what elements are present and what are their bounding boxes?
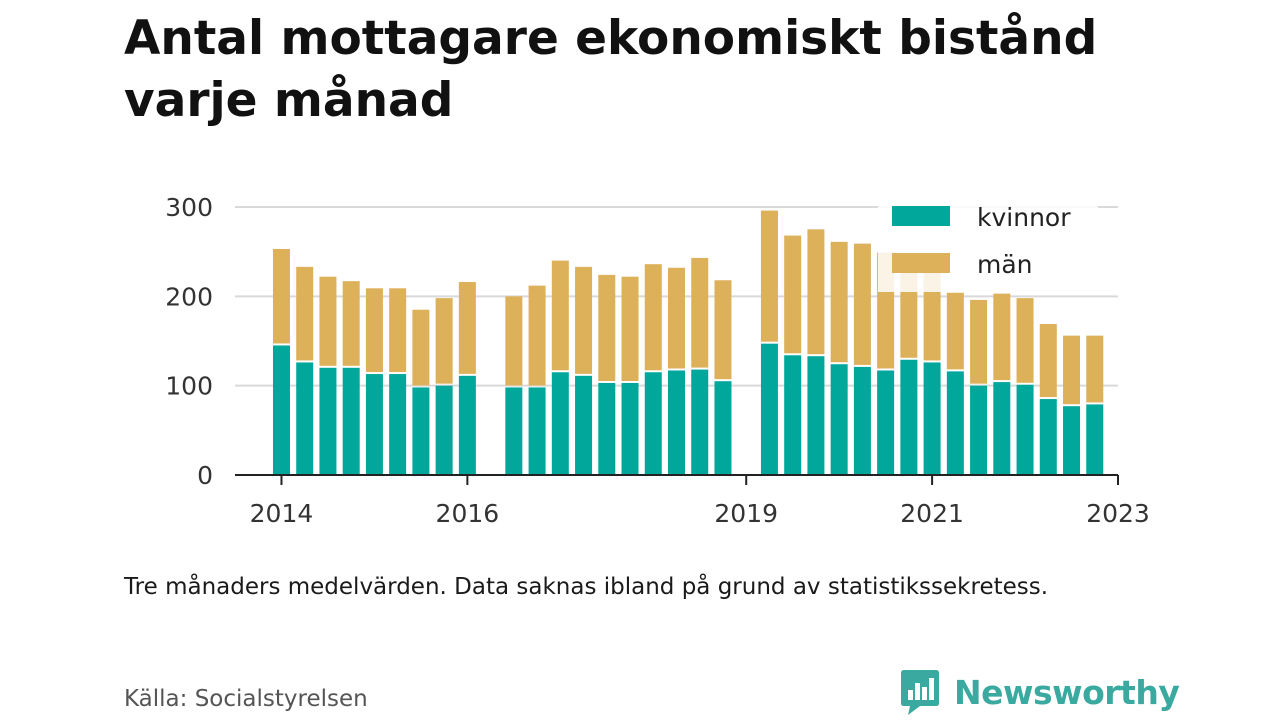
bar-chart-speech-bubble-icon	[901, 670, 939, 715]
bar-kvinnor	[575, 375, 593, 475]
bar-man	[365, 288, 383, 373]
bar-man	[575, 266, 593, 374]
bar-man	[389, 288, 407, 373]
bar-man	[691, 257, 709, 368]
y-tick-label: 0	[197, 461, 213, 490]
bar-kvinnor	[807, 356, 825, 475]
bar-kvinnor	[784, 355, 802, 475]
bar-kvinnor	[458, 375, 476, 475]
bar-man	[807, 229, 825, 355]
bar-kvinnor	[877, 370, 895, 475]
bar-man	[551, 260, 569, 371]
y-axis: 0 100 200 300	[165, 193, 213, 490]
bar-kvinnor	[714, 381, 732, 475]
bar-man	[412, 309, 430, 386]
bar-man	[458, 282, 476, 374]
bar-man	[1086, 335, 1104, 403]
bar-man	[342, 281, 360, 366]
bar-kvinnor	[365, 374, 383, 475]
bar-man	[528, 285, 546, 386]
bar-kvinnor	[853, 366, 871, 475]
stacked-bar-chart: 0 100 200 300 2014 2016 2019 2021 2023 kvinnor m…	[165, 192, 1150, 528]
bar-kvinnor	[644, 372, 662, 475]
brand-name: Newsworthy	[954, 672, 1180, 712]
bar-man	[714, 280, 732, 380]
bar-kvinnor	[923, 362, 941, 475]
bar-kvinnor	[970, 385, 988, 475]
legend-label: kvinnor	[977, 203, 1071, 232]
bar-man	[830, 241, 848, 363]
bar-kvinnor	[551, 372, 569, 475]
bar-man	[784, 235, 802, 354]
chart-note: Tre månaders medelvärden. Data saknas ib…	[124, 574, 1049, 600]
x-tick-label: 2016	[436, 499, 500, 528]
bar-man	[598, 274, 616, 381]
bar-man	[505, 296, 523, 386]
bar-man	[1039, 324, 1057, 398]
bar-man	[1063, 335, 1081, 405]
bar-kvinnor	[946, 371, 964, 475]
bar-kvinnor	[1063, 406, 1081, 475]
bar-man	[435, 298, 453, 384]
bar-kvinnor	[621, 382, 639, 475]
chart-title: Antal mottagare ekonomiskt bistånd varje…	[124, 11, 1098, 128]
bar-man	[923, 271, 941, 361]
bar-kvinnor	[1039, 399, 1057, 475]
legend: kvinnor män	[878, 192, 1098, 292]
y-tick-label: 100	[165, 372, 213, 401]
bar-kvinnor	[505, 387, 523, 475]
bar-man	[296, 266, 314, 361]
bars	[272, 210, 1104, 475]
x-tick-label: 2021	[900, 499, 964, 528]
bar-man	[993, 293, 1011, 381]
source-label: Källa: Socialstyrelsen	[124, 686, 368, 712]
bar-kvinnor	[296, 362, 314, 475]
y-tick-label: 300	[165, 193, 213, 222]
bar-man	[668, 267, 685, 369]
bar-kvinnor	[319, 367, 337, 475]
bar-kvinnor	[691, 369, 709, 475]
bar-kvinnor	[668, 370, 685, 475]
bar-man	[1016, 298, 1034, 383]
bar-kvinnor	[272, 345, 290, 475]
bar-man	[853, 243, 871, 365]
x-tick-label: 2023	[1086, 499, 1150, 528]
y-tick-label: 200	[165, 282, 213, 311]
bar-man	[319, 276, 337, 366]
bar-man	[946, 292, 964, 370]
brand-logo: Newsworthy	[900, 668, 1180, 716]
bar-kvinnor	[1086, 404, 1104, 475]
x-tick-label: 2014	[250, 499, 314, 528]
bar-kvinnor	[900, 359, 918, 475]
bar-kvinnor	[435, 385, 453, 475]
bar-kvinnor	[389, 374, 407, 475]
bar-kvinnor	[993, 382, 1011, 475]
bar-kvinnor	[1016, 384, 1034, 475]
bar-kvinnor	[830, 364, 848, 475]
legend-label: män	[977, 250, 1033, 279]
bar-kvinnor	[760, 343, 778, 475]
bar-man	[970, 299, 988, 384]
bar-man	[272, 248, 290, 344]
x-axis: 2014 2016 2019 2021 2023	[235, 474, 1150, 528]
legend-swatch	[892, 253, 950, 273]
bar-kvinnor	[598, 382, 616, 475]
bar-kvinnor	[412, 387, 430, 475]
x-tick-label: 2019	[714, 499, 778, 528]
bar-man	[644, 264, 662, 371]
bar-kvinnor	[342, 367, 360, 475]
bar-man	[760, 210, 778, 342]
bar-kvinnor	[528, 387, 546, 475]
legend-swatch	[892, 206, 950, 226]
bar-man	[621, 276, 639, 381]
